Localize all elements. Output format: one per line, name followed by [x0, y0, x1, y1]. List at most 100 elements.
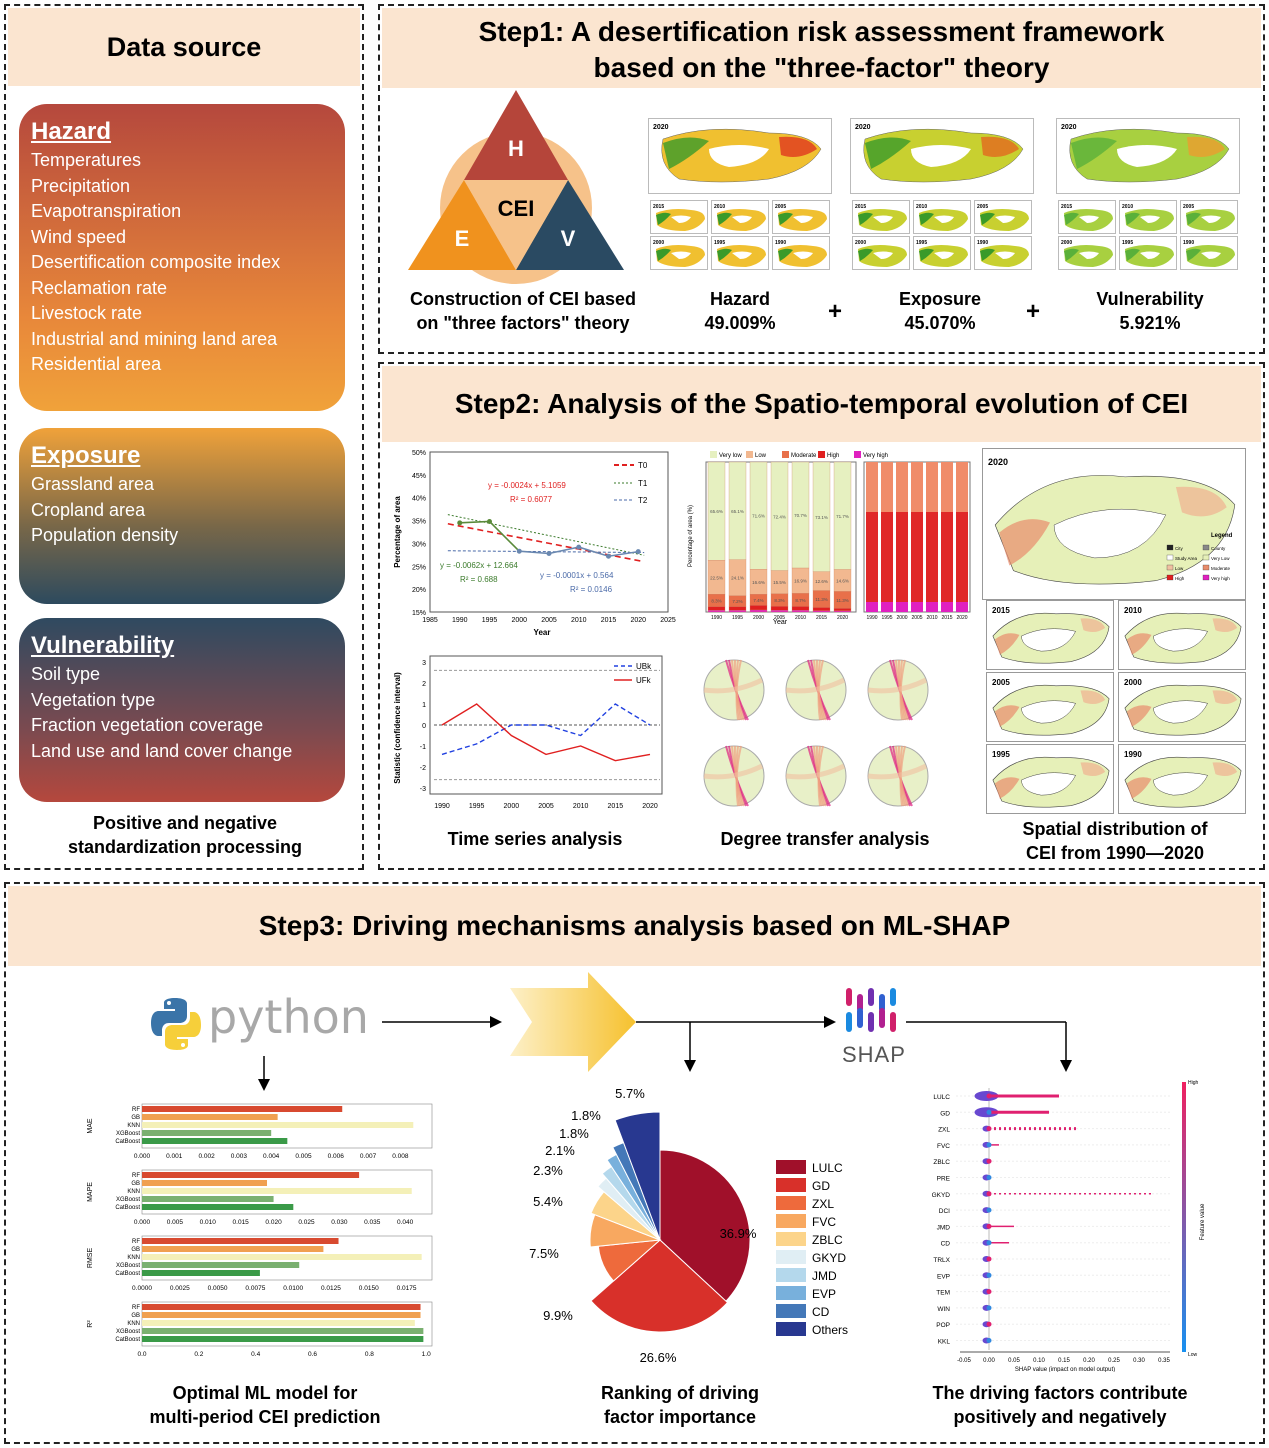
python-logo	[151, 998, 201, 1050]
mk-x-tick: 1995	[469, 803, 485, 810]
shap-logo-bar	[868, 988, 874, 1006]
stack-legend-swatch	[746, 451, 753, 458]
e-triangle	[408, 180, 516, 270]
ml-x-tick: 0.4	[251, 1351, 260, 1358]
zoom-x-tick: 2010	[926, 615, 937, 621]
zoom-x-tick: 2005	[911, 615, 922, 621]
stack-data-label: 14.6%	[836, 579, 849, 584]
shap-x-tick: 0.25	[1108, 1358, 1120, 1364]
ml-bar	[142, 1204, 294, 1210]
stack-x-tick: 2000	[753, 615, 764, 621]
spatial-map-year: 1990	[1124, 750, 1142, 759]
mk-y-tick: -3	[420, 786, 426, 793]
factor-map-small: 2000	[1058, 236, 1116, 270]
line-y-tick: 15%	[412, 610, 426, 617]
pie-legend-swatch	[776, 1196, 806, 1210]
degree-transfer-chord-diagrams	[703, 659, 929, 807]
ml-metric-label: MAE	[87, 1118, 94, 1134]
map-year-label: 2020	[653, 124, 669, 131]
zoom-bar-moderate	[956, 462, 968, 512]
exposure-item: Population density	[31, 525, 179, 546]
hazard-factor-name: Hazard	[709, 289, 771, 309]
ml-model-label: CatBoost	[115, 1271, 140, 1277]
factor-map-large: 2020	[1056, 118, 1240, 194]
spatial-risk-zone	[1126, 705, 1152, 727]
map-legend-swatch	[1166, 574, 1174, 581]
pie-legend-swatch	[776, 1268, 806, 1282]
stack-data-label: 73.1%	[815, 515, 828, 520]
ml-bar	[142, 1336, 424, 1342]
shap-feature-label: LULC	[933, 1094, 950, 1101]
small-map-year: 2015	[855, 204, 866, 210]
stack-data-label: 71.7%	[836, 514, 849, 519]
ml-bar	[142, 1172, 360, 1178]
zoom-bar-high	[941, 512, 953, 602]
vulnerability-item: Vegetation type	[31, 689, 156, 710]
stack-legend-label: Moderate	[791, 453, 817, 459]
shap-point	[986, 1093, 992, 1099]
stack-x-tick: 1995	[732, 615, 743, 621]
python-wordmark: python	[208, 990, 369, 1044]
ufk-line	[441, 703, 651, 762]
spatial-risk-zone	[1126, 633, 1152, 655]
small-map-hole	[793, 251, 813, 259]
ml-model-label: GB	[131, 1181, 140, 1187]
ml-model-comparison-chart: MAE RF GB KNN XGBoost CatBoost 0.000 0.001 0.002…	[87, 1103, 433, 1358]
small-map-year: 2015	[1061, 204, 1072, 210]
map-year-label: 2020	[855, 124, 871, 131]
shap-point	[986, 1191, 992, 1197]
python-snake-blue	[151, 998, 188, 1036]
ml-bar	[142, 1246, 324, 1252]
map-legend-label: Moderate	[1211, 566, 1231, 571]
chord-ribbon	[867, 677, 928, 694]
vulnerability-title: Vulnerability	[31, 632, 175, 659]
zoom-bar-very-high	[956, 602, 968, 612]
map-legend-swatch	[1166, 564, 1174, 571]
spatial-map-year: 2000	[1124, 678, 1142, 687]
small-map-year: 1995	[916, 240, 927, 246]
ml-model-label: XGBoost	[116, 1263, 140, 1269]
small-map-zone	[717, 248, 732, 261]
stack-x-tick: 2020	[837, 615, 848, 621]
hazard-title: Hazard	[31, 118, 112, 145]
stack-bar-segment	[833, 608, 852, 612]
map-legend-swatch	[1202, 574, 1210, 581]
factor-map-small: 2005	[974, 200, 1032, 234]
hazard-item: Precipitation	[31, 175, 131, 196]
ml-x-tick: 0.0150	[359, 1285, 379, 1292]
map-legend-label: High	[1175, 576, 1185, 581]
shap-summary-plot: -0.05 0.00 0.05 0.10 0.15 0.20 0.25 0.30 0.35 SHA…	[932, 1080, 1206, 1372]
shap-point	[986, 1321, 992, 1327]
stack-data-label: 72.4%	[773, 514, 786, 519]
cei-spatial-map: 1995	[986, 744, 1114, 814]
shap-wordmark: SHAP	[842, 1042, 906, 1067]
ml-x-tick: 0.0125	[321, 1285, 341, 1292]
ml-x-tick: 0.000	[134, 1153, 151, 1160]
stack-data-label: 16.9%	[794, 579, 807, 584]
map-year-label: 2020	[1061, 124, 1077, 131]
step2-panel: Step2: Analysis of the Spatio-temporal e…	[378, 362, 1265, 870]
shap-x-tick: 0.00	[983, 1358, 995, 1364]
ml-model-label: RF	[132, 1173, 140, 1179]
small-map-zone	[1186, 212, 1201, 225]
factor-map-small: 1995	[1119, 236, 1177, 270]
vulnerability-factor-pct: 5.921%	[1119, 312, 1181, 333]
stack-bar-segment	[728, 606, 747, 611]
zoom-bar-moderate	[866, 462, 878, 512]
ml-x-tick: 0.0	[137, 1351, 146, 1358]
shap-point	[986, 1175, 992, 1180]
line-x-tick: 2010	[571, 617, 587, 624]
vulnerability-factor: Vulnerability 5.921%	[1080, 288, 1220, 336]
stack-bar-segment	[707, 606, 726, 611]
exposure-item: Grassland area	[31, 474, 155, 494]
zoom-bar-high	[911, 512, 923, 602]
shap-feature-label: FVC	[937, 1143, 950, 1150]
cei-label: CEI	[498, 196, 535, 221]
legend-t2: T2	[638, 496, 648, 505]
shap-logo-bar	[890, 1012, 896, 1032]
small-map-zone	[980, 248, 995, 261]
line-x-tick: 1985	[422, 617, 438, 624]
ml-x-tick: 0.0025	[170, 1285, 190, 1292]
ml-x-tick: 0.040	[397, 1219, 414, 1226]
pie-legend-swatch	[776, 1286, 806, 1300]
